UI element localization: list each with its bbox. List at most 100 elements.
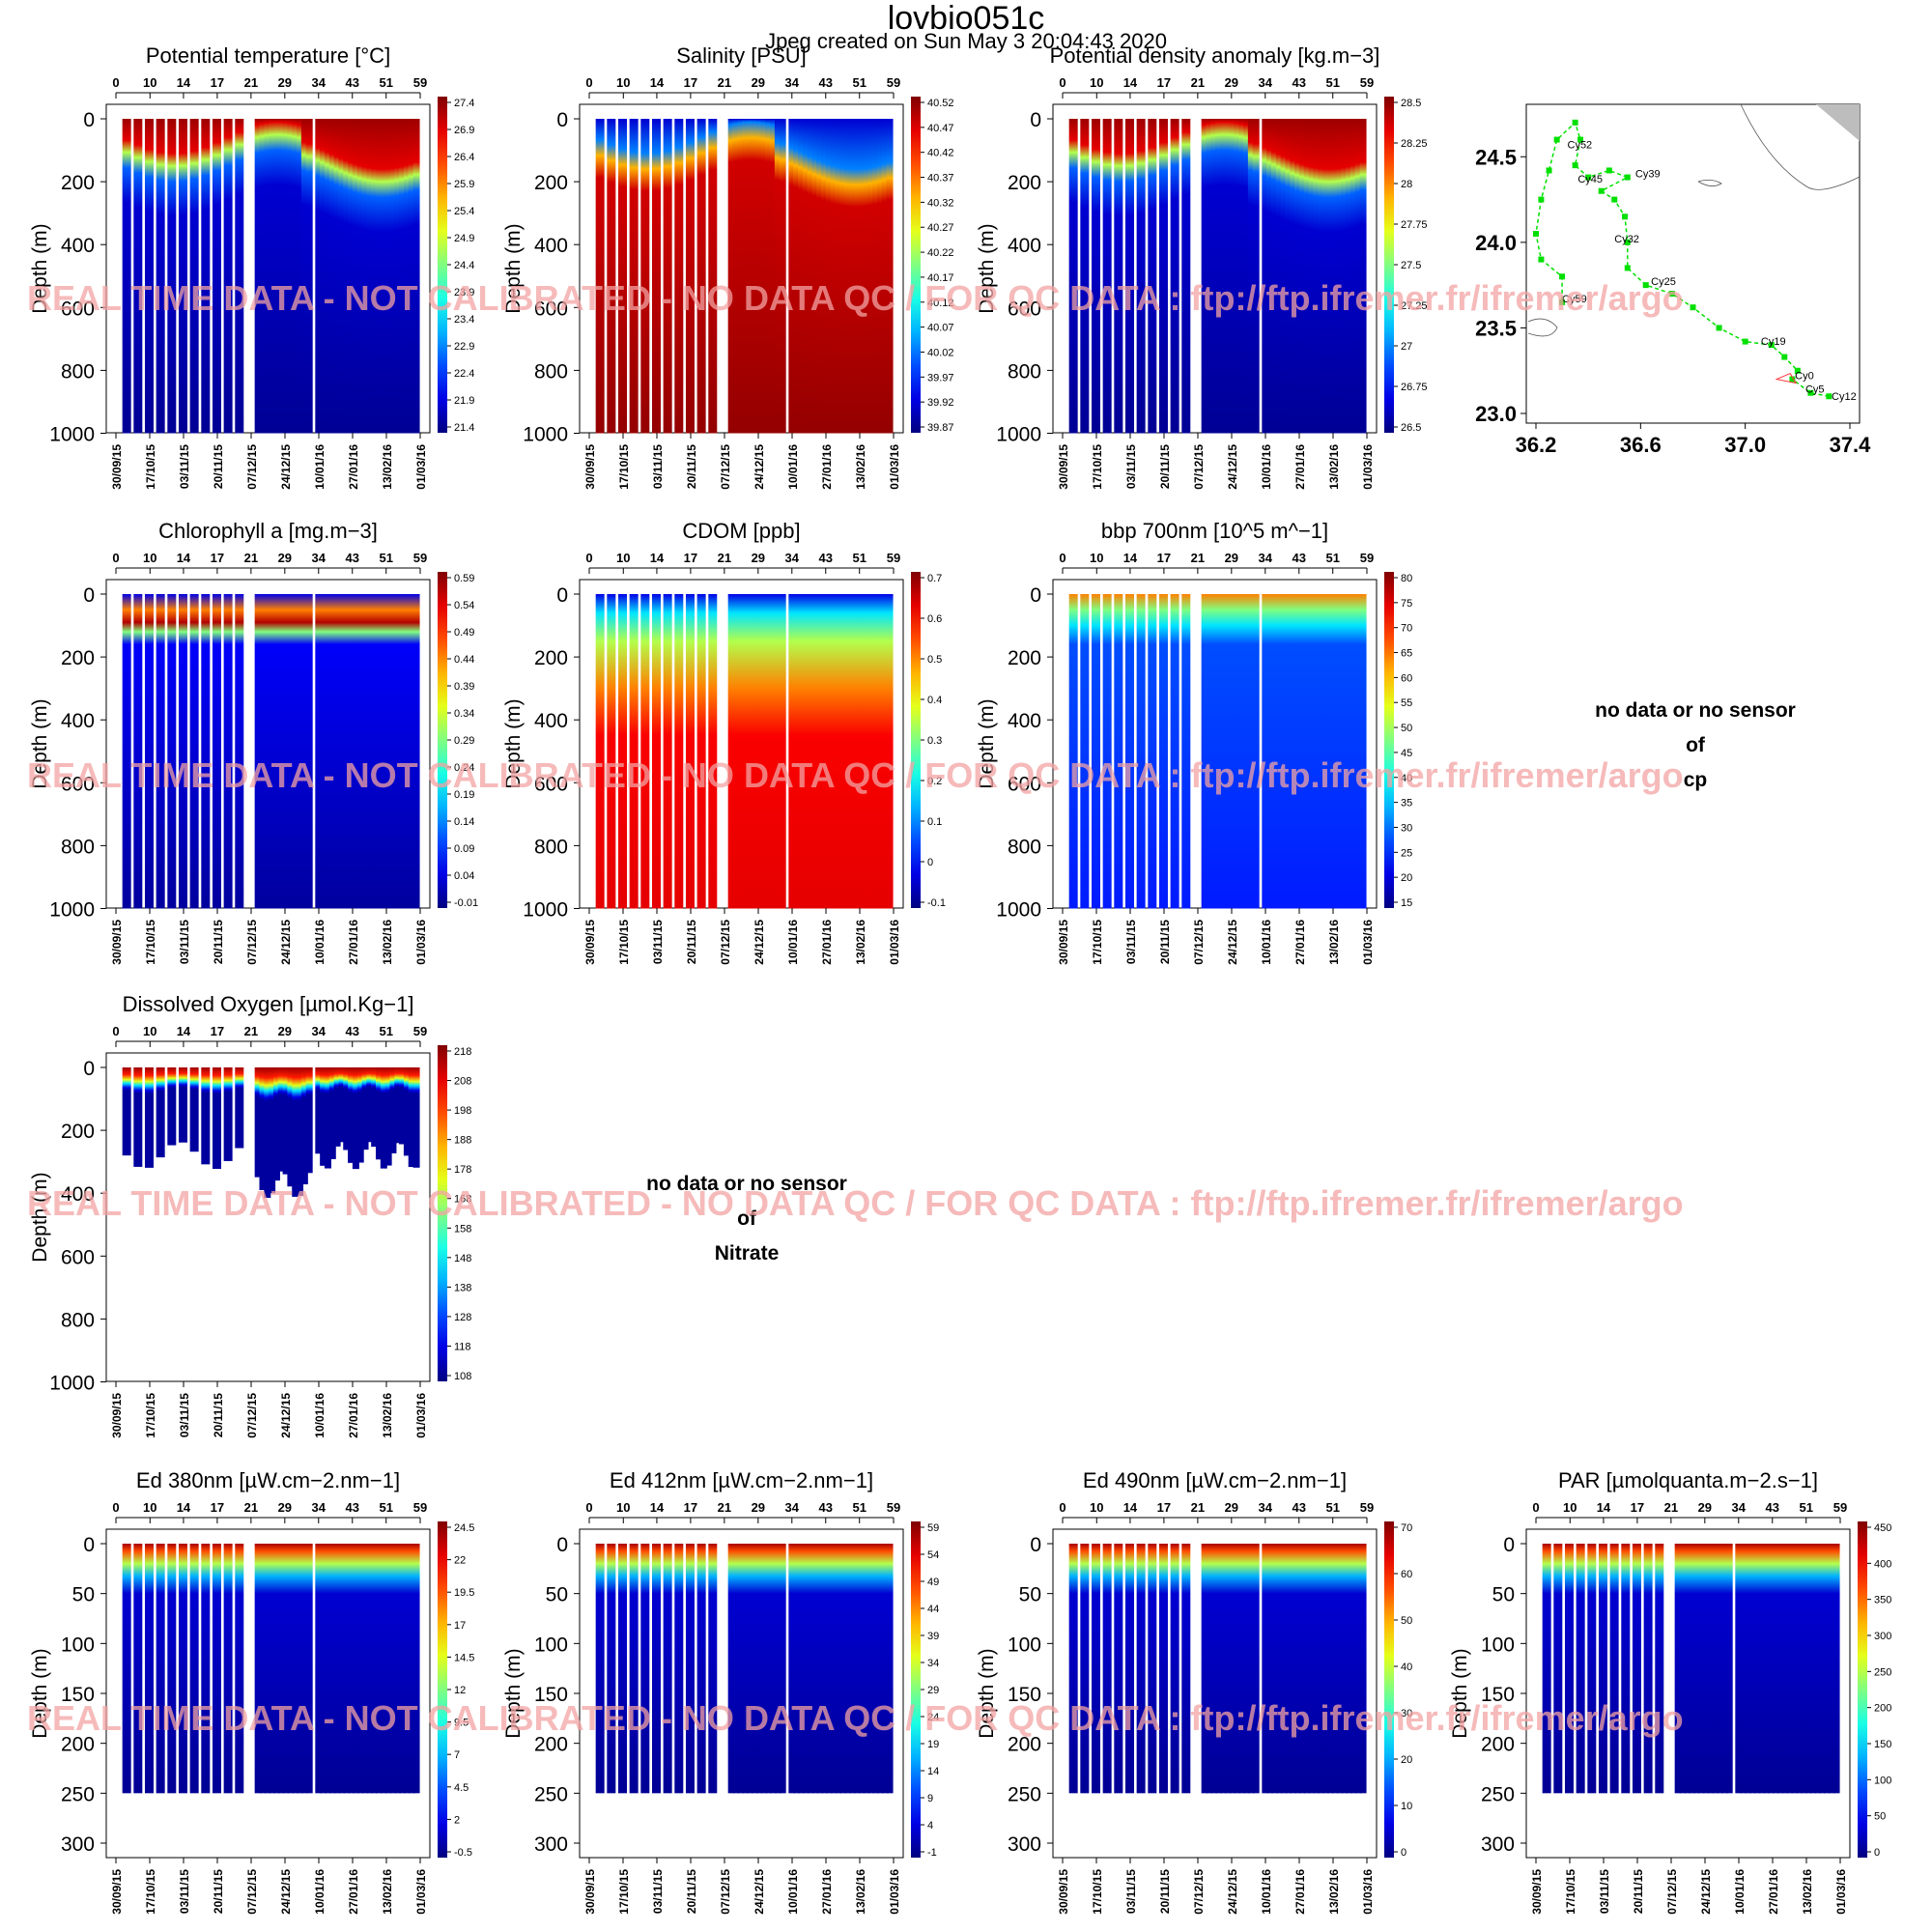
cycle-label: Cy5: [1805, 384, 1825, 396]
cycle-label: Cy12: [1832, 391, 1857, 403]
profile-column: [835, 119, 842, 434]
colorbar-tick-label: 75: [1401, 598, 1412, 610]
y-tick-label: 24.5: [1475, 145, 1517, 169]
y-tick-label: 200: [61, 1734, 95, 1756]
colorbar-tick-label: -0.01: [454, 897, 478, 909]
date-tick-label: 30/09/15: [1530, 1869, 1544, 1915]
y-tick-label: 150: [61, 1684, 95, 1706]
profile-column: [201, 594, 211, 909]
date-tick-label: 03/11/15: [1124, 1869, 1138, 1914]
profile-column: [629, 594, 639, 909]
y-tick-label: 400: [1008, 235, 1041, 257]
profile-column: [1234, 1544, 1241, 1794]
profile-column: [1215, 119, 1223, 434]
date-tick-label: 24/12/15: [279, 920, 293, 965]
profile-column: [133, 594, 143, 909]
date-tick-label: 24/12/15: [753, 1869, 766, 1915]
y-tick-label: 0: [1503, 1534, 1515, 1556]
profile-column: [1354, 1544, 1362, 1794]
date-tick-label: 13/02/16: [1801, 1869, 1814, 1915]
y-tick-label: 0: [556, 1534, 568, 1556]
profile-column: [1542, 1544, 1551, 1794]
profile-column: [1776, 1544, 1784, 1794]
profile-column: [408, 119, 415, 434]
profile-column: [1091, 594, 1100, 909]
cycle-tick-label: 51: [1325, 75, 1339, 90]
profile-column: [1772, 1544, 1779, 1794]
cycle-tick-label: 14: [650, 551, 665, 565]
profile-column: [122, 1544, 131, 1794]
profile-column: [366, 594, 374, 909]
date-tick-label: 03/11/15: [178, 1869, 191, 1914]
y-tick-label: 600: [534, 773, 568, 795]
colorbar-tick-label: 50: [1401, 723, 1412, 734]
profile-column: [663, 119, 672, 434]
x-tick-label: 37.4: [1830, 433, 1872, 457]
colorbar-tick-label: 0.5: [927, 654, 942, 666]
profile-column: [1262, 594, 1269, 909]
profile-column: [802, 119, 810, 434]
profile-column: [876, 594, 884, 909]
profile-column: [737, 119, 745, 434]
cycle-tick-label: 10: [616, 551, 630, 565]
colorbar: [1858, 1521, 1867, 1858]
cycle-tick-label: 59: [413, 1024, 427, 1038]
y-tick-label: 300: [61, 1833, 95, 1856]
cycle-tick-label: 34: [1259, 551, 1273, 565]
profile-column: [156, 1067, 165, 1158]
y-tick-label: 0: [556, 109, 568, 131]
cycle-tick-label: 14: [650, 75, 665, 90]
date-tick-label: 01/03/16: [1361, 444, 1375, 490]
profile-column: [328, 119, 336, 434]
track-point: [1624, 239, 1631, 245]
cycle-tick-label: 14: [1123, 551, 1138, 565]
y-tick-label: 1000: [996, 899, 1041, 922]
profile-column: [189, 119, 199, 434]
profile-column: [1234, 119, 1241, 434]
date-tick-label: 10/01/16: [313, 920, 327, 965]
date-tick-label: 20/11/15: [212, 1869, 225, 1914]
chart-title: CDOM [ppb]: [682, 519, 800, 543]
profile-column: [366, 1067, 374, 1143]
date-tick-label: 01/03/16: [414, 444, 428, 490]
colorbar-tick-label: 9: [927, 1793, 933, 1804]
y-tick-label: 600: [534, 298, 568, 320]
chart-panel-7: Ed 380nm [µW.cm−2.nm−1]05010015020025030…: [29, 1468, 474, 1915]
profile-column: [366, 119, 374, 434]
cycle-tick-label: 29: [752, 551, 765, 565]
y-tick-label: 200: [61, 647, 95, 669]
profile-column: [876, 119, 884, 434]
profile-column: [802, 594, 810, 909]
y-tick-label: 0: [83, 1058, 95, 1080]
profile-column: [788, 1544, 796, 1794]
cycle-tick-label: 29: [1698, 1500, 1712, 1515]
colorbar: [911, 97, 921, 433]
profile-column: [1702, 1544, 1710, 1794]
profile-column: [1684, 1544, 1691, 1794]
profile-column: [663, 594, 672, 909]
profile-column: [1114, 1544, 1123, 1794]
profile-column: [1275, 594, 1283, 909]
profile-column: [881, 1544, 889, 1794]
profile-column: [1814, 1544, 1822, 1794]
profile-column: [1359, 119, 1367, 434]
date-tick-label: 07/12/15: [1192, 1869, 1206, 1915]
colorbar-tick-label: 0.14: [454, 816, 474, 828]
profile-column: [1795, 1544, 1803, 1794]
cycle-tick-label: 43: [819, 1500, 833, 1515]
date-tick-label: 24/12/15: [279, 444, 293, 490]
colorbar-tick-label: 44: [927, 1604, 939, 1615]
profile-column: [389, 1544, 397, 1794]
y-tick-label: 1000: [996, 424, 1041, 446]
profile-column: [167, 119, 177, 434]
colorbar: [1384, 97, 1394, 433]
profile-column: [305, 1544, 313, 1794]
colorbar-tick-label: 50: [1401, 1615, 1412, 1627]
profile-column: [333, 594, 341, 909]
colorbar-tick-label: 40.47: [927, 123, 954, 134]
y-axis-label: Depth (m): [29, 698, 51, 788]
date-tick-label: 03/11/15: [651, 444, 665, 489]
colorbar-tick-label: 55: [1401, 697, 1412, 709]
profile-column: [1148, 119, 1157, 434]
profile-column: [839, 119, 847, 434]
